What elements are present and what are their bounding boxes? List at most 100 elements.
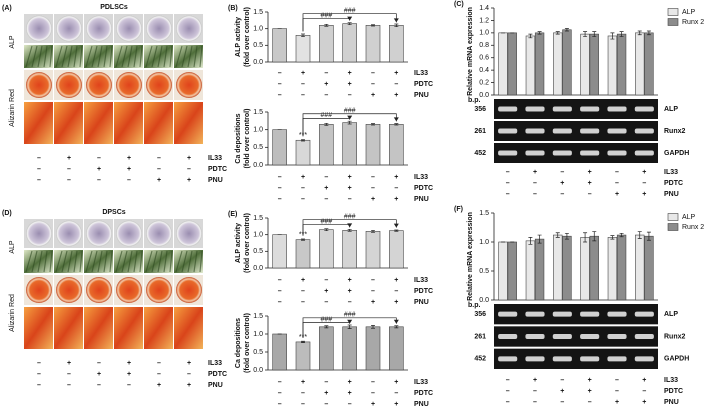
condition-name: PNU bbox=[414, 92, 429, 99]
condition-name: PDTC bbox=[664, 180, 683, 187]
error-bar bbox=[619, 232, 624, 238]
cell-stroke bbox=[109, 45, 113, 68]
error-bar bbox=[347, 120, 352, 125]
bracket bbox=[302, 13, 397, 32]
arrowhead bbox=[393, 319, 399, 324]
condition-sign: – bbox=[157, 371, 161, 378]
ar-micrograph bbox=[144, 102, 173, 144]
gel-band bbox=[580, 311, 600, 317]
condition-sign: + bbox=[348, 390, 352, 397]
gel-band bbox=[552, 128, 572, 134]
cell-stroke bbox=[55, 45, 63, 68]
bar bbox=[580, 237, 590, 301]
y-axis-label: (fold over control) bbox=[244, 313, 251, 373]
y-axis-label: Relative mRNA expression bbox=[467, 212, 474, 301]
condition-sign: + bbox=[348, 70, 352, 77]
cell-stroke bbox=[157, 250, 163, 273]
error-bar bbox=[528, 237, 533, 245]
condition-sign: – bbox=[278, 81, 282, 88]
arrowhead bbox=[393, 223, 399, 228]
alp-well bbox=[146, 15, 172, 42]
error-bar bbox=[583, 232, 588, 243]
cell-stroke bbox=[115, 45, 123, 68]
condition-sign: – bbox=[615, 180, 619, 187]
gel-band bbox=[634, 334, 654, 339]
cell-stroke bbox=[91, 250, 98, 273]
condition-sign: – bbox=[97, 177, 101, 184]
alp-well bbox=[176, 220, 202, 247]
error-bar bbox=[301, 139, 305, 142]
condition-sign: – bbox=[506, 377, 510, 384]
condition-sign: + bbox=[67, 155, 71, 162]
y-tick-label: 0.5 bbox=[253, 248, 263, 255]
ar-well bbox=[146, 72, 172, 98]
gel-unit: b.p. bbox=[468, 302, 480, 309]
condition-sign: – bbox=[371, 277, 375, 284]
gel-band bbox=[580, 106, 600, 112]
condition-sign: – bbox=[324, 196, 328, 203]
error-bar bbox=[371, 325, 375, 329]
cell-stroke bbox=[79, 250, 83, 273]
condition-sign: – bbox=[187, 371, 191, 378]
y-tick-label: 0.5 bbox=[253, 42, 263, 49]
bar bbox=[272, 333, 287, 371]
panel-letter: (C) bbox=[454, 1, 464, 8]
panel-title: DPSCs bbox=[102, 209, 125, 216]
condition-sign: – bbox=[301, 401, 305, 408]
condition-sign: – bbox=[278, 288, 282, 295]
condition-sign: – bbox=[67, 177, 71, 184]
condition-sign: + bbox=[348, 81, 352, 88]
cell-stroke bbox=[193, 45, 198, 68]
cell-stroke bbox=[175, 45, 183, 68]
condition-sign: + bbox=[348, 288, 352, 295]
gene-name: GAPDH bbox=[664, 150, 689, 157]
cell-stroke bbox=[49, 45, 53, 68]
bar bbox=[365, 124, 381, 166]
condition-sign: + bbox=[615, 191, 619, 198]
gel-band bbox=[552, 106, 572, 112]
arrowhead bbox=[393, 117, 399, 122]
alp-well bbox=[56, 220, 82, 247]
error-bar bbox=[347, 22, 352, 26]
condition-sign: + bbox=[324, 81, 328, 88]
condition-sign: + bbox=[97, 371, 101, 378]
alp-well bbox=[146, 220, 172, 247]
condition-sign: + bbox=[157, 177, 161, 184]
y-tick-label: 1.0 bbox=[479, 239, 489, 246]
condition-sign: + bbox=[642, 399, 646, 406]
error-bar bbox=[610, 32, 615, 40]
condition-sign: – bbox=[615, 377, 619, 384]
alp-well bbox=[26, 220, 52, 247]
bar bbox=[319, 326, 334, 371]
condition-sign: + bbox=[371, 299, 375, 306]
condition-sign: – bbox=[560, 169, 564, 176]
cell-stroke bbox=[163, 45, 168, 68]
condition-sign: – bbox=[97, 360, 101, 367]
error-bar bbox=[347, 228, 352, 232]
gel-band bbox=[498, 128, 518, 134]
condition-sign: – bbox=[301, 92, 305, 99]
cell-stroke bbox=[181, 45, 188, 68]
ar-micrograph bbox=[144, 307, 173, 349]
condition-sign: + bbox=[588, 377, 592, 384]
bracket-label: ### bbox=[320, 112, 332, 119]
cell-stroke bbox=[193, 250, 198, 273]
gel-band bbox=[552, 334, 572, 339]
bar bbox=[342, 230, 357, 269]
arrowhead bbox=[393, 18, 399, 23]
condition-sign: + bbox=[127, 155, 131, 162]
condition-name: IL33 bbox=[414, 379, 428, 386]
condition-sign: + bbox=[127, 371, 131, 378]
cell-stroke bbox=[187, 250, 193, 273]
condition-sign: – bbox=[533, 191, 537, 198]
bar bbox=[389, 326, 404, 371]
condition-name: PDTC bbox=[208, 371, 227, 378]
gel-strip bbox=[494, 121, 658, 141]
error-bar bbox=[394, 229, 399, 232]
condition-sign: + bbox=[533, 377, 537, 384]
condition-name: PNU bbox=[414, 196, 429, 203]
alp-well bbox=[116, 15, 142, 42]
condition-sign: – bbox=[67, 371, 71, 378]
condition-sign: – bbox=[506, 388, 510, 395]
cell-stroke bbox=[127, 45, 133, 68]
